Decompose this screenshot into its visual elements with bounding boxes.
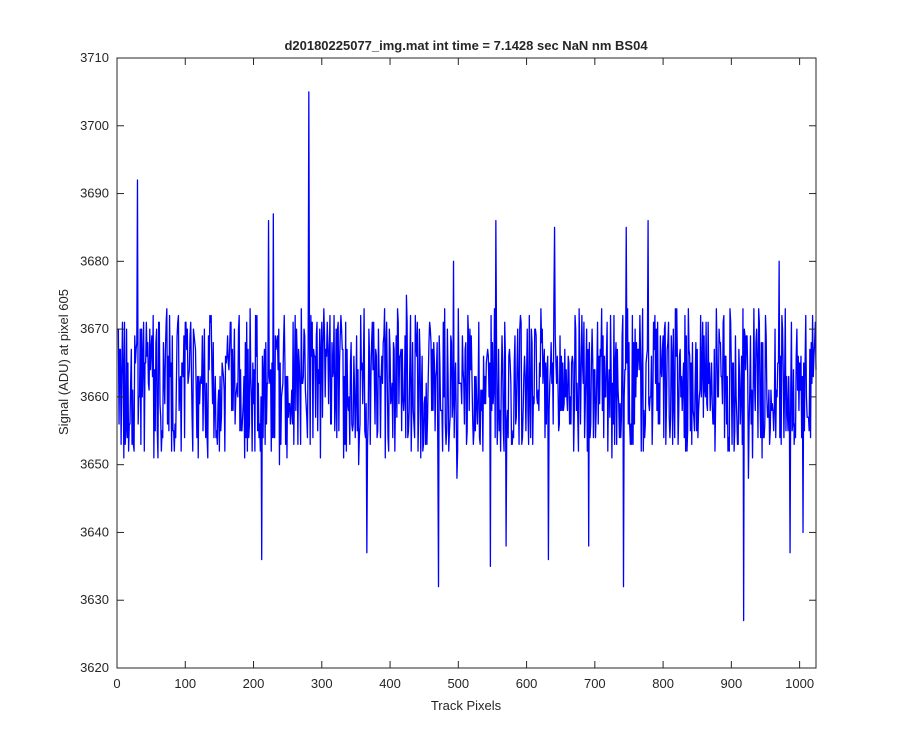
x-tick-label: 0 (113, 676, 120, 691)
y-tick-label: 3670 (80, 321, 109, 336)
x-tick-label: 800 (652, 676, 674, 691)
y-tick-label: 3680 (80, 253, 109, 268)
x-tick-label: 200 (243, 676, 265, 691)
y-tick-label: 3630 (80, 592, 109, 607)
x-tick-label: 1000 (785, 676, 814, 691)
y-axis: 3620 3630 3640 3650 3660 3670 3680 3690 3700 3710 (80, 50, 816, 675)
y-tick-label: 3640 (80, 524, 109, 539)
y-tick-label: 3620 (80, 660, 109, 675)
y-tick-label: 3700 (80, 118, 109, 133)
x-tick-label: 500 (447, 676, 469, 691)
chart-title: d20180225077_img.mat int time = 7.1428 s… (284, 38, 648, 53)
y-tick-label: 3710 (80, 50, 109, 65)
x-tick-label: 600 (516, 676, 538, 691)
y-tick-label: 3650 (80, 457, 109, 472)
x-tick-label: 400 (379, 676, 401, 691)
x-tick-label: 900 (721, 676, 743, 691)
plot-frame (116, 57, 817, 669)
y-tick-label: 3690 (80, 186, 109, 201)
series-layer (117, 91, 817, 622)
x-axis-label: Track Pixels (431, 698, 502, 713)
x-tick-label: 700 (584, 676, 606, 691)
x-tick-label: 100 (174, 676, 196, 691)
x-axis: 0 100 200 300 400 500 600 700 800 900 1000 (113, 58, 814, 691)
x-tick-label: 300 (311, 676, 333, 691)
series-line (117, 91, 817, 622)
y-tick-label: 3660 (80, 389, 109, 404)
y-axis-label: Signal (ADU) at pixel 605 (56, 289, 71, 435)
